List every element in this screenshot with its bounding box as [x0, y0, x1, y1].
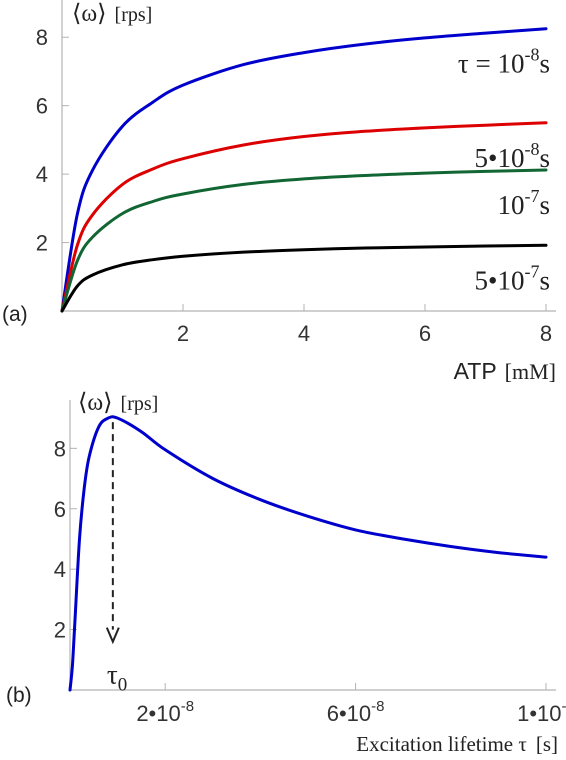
panel-a-y-tick-label: 6: [36, 94, 48, 119]
panel-a-y-tick-label: 4: [36, 162, 48, 187]
tau0-label: τ0: [107, 660, 127, 696]
panel-b-y-tick-label: 4: [54, 557, 66, 582]
panel-a-x-tick-label: 2: [177, 321, 189, 346]
panel-b-y-tick-label: 8: [54, 436, 66, 461]
panel-a-series-3-label: 10-7s: [497, 186, 550, 220]
panel-a-series-2-line: [60, 121, 548, 313]
panel-a-y-tick-label: 2: [36, 231, 48, 256]
panel-b-label: (b): [6, 684, 32, 707]
panel-a-x-tick-label: 4: [298, 321, 310, 346]
panel-b-series-line: [68, 415, 548, 692]
panel-a-y-tick-label: 8: [36, 25, 48, 50]
panel-a-x-tick-label: 8: [540, 321, 552, 346]
panel-a-series-4-line: [60, 243, 548, 313]
panel-b-x-tick-label: 2•10-8: [136, 698, 194, 726]
panel-b-y-tick-label: 6: [54, 497, 66, 522]
tau0-arrowhead-icon: [105, 627, 120, 645]
panel-a-series-3-line: [60, 168, 548, 313]
panel-a-xlabel: ATP [mM]: [454, 358, 556, 384]
panel-a-ylabel: ⟨ω⟩ [rps]: [72, 1, 152, 27]
panel-b-chart: 2•10-8 6•10-8 1•10-7 2 4 6 8 τ0 ⟨ω⟩ [rps] Exci…: [6, 390, 566, 756]
panel-a-series-2-label: 5•10-8s: [475, 139, 550, 173]
panel-a-x-tick-label: 6: [419, 321, 431, 346]
panel-a-series-1-label: τ = 10-8s: [458, 45, 550, 79]
panel-a-series-1-line: [60, 27, 548, 313]
panel-a-label: (a): [2, 303, 28, 326]
panel-b-y-tick-label: 2: [54, 618, 66, 643]
panel-b-xlabel: Excitation lifetime τ [s]: [356, 732, 558, 756]
panel-b-x-tick-label: 1•10-7: [517, 698, 566, 726]
panel-a-series-4-label: 5•10-7s: [475, 261, 550, 295]
panel-b-ylabel: ⟨ω⟩ [rps]: [78, 390, 158, 416]
panel-a-chart: 2 4 6 8 2 4 6 8 τ = 10-8s 5•10-8s 10-7s 5•10-7s ⟨ω…: [2, 0, 556, 384]
panel-b-x-tick-label: 6•10-8: [327, 698, 385, 726]
